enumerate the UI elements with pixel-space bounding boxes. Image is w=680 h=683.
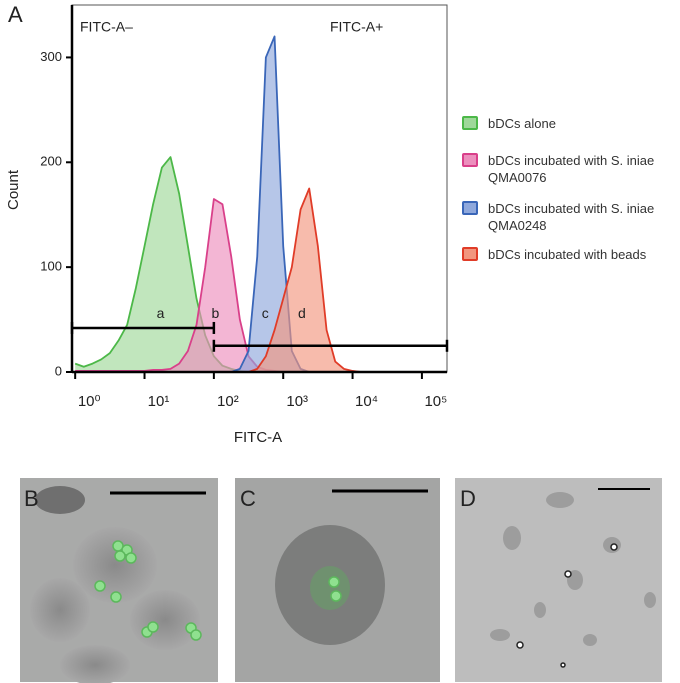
- y-tick-label: 200: [40, 154, 62, 169]
- region-label: b: [211, 305, 219, 321]
- histogram-area: [75, 157, 422, 372]
- annotation: FITC-A–: [80, 19, 133, 35]
- x-tick-label: 10¹: [148, 393, 170, 410]
- legend-entry: bDCs incubated with S. iniae QMA0248: [462, 200, 677, 234]
- micrographs: B C D: [20, 478, 662, 683]
- legend-swatch: [462, 247, 478, 261]
- legend-entry: bDCs incubated with S. iniae QMA0076: [462, 152, 677, 186]
- panel-letter: A: [8, 2, 23, 27]
- gate: [212, 339, 449, 352]
- micrograph-d: [455, 478, 662, 682]
- legend-swatch: [462, 201, 478, 215]
- legend-label: bDCs incubated with beads: [488, 247, 647, 262]
- legend-swatch: [462, 116, 478, 130]
- x-tick-label: 10⁴: [355, 393, 378, 410]
- legend-entry: bDCs incubated with beads: [462, 246, 677, 263]
- y-tick-label: 0: [55, 363, 62, 378]
- micrograph-b: [20, 478, 218, 683]
- x-axis-title: FITC-A: [234, 429, 282, 446]
- y-tick-label: 300: [40, 49, 62, 64]
- legend-entry: bDCs alone: [462, 115, 677, 132]
- legend-label: bDCs incubated with S. iniae QMA0076: [488, 153, 655, 185]
- x-tick-label: 10⁰: [78, 393, 101, 410]
- region-label: a: [157, 305, 165, 321]
- histogram-chart: A FITC-A– FITC-A+ Count FITC-A a b c d 0 100 2…: [5, 2, 449, 446]
- region-label: d: [298, 305, 306, 321]
- x-tick-label: 10⁵: [424, 393, 447, 410]
- y-tick-label: 100: [40, 259, 62, 274]
- micrograph-c: [235, 478, 440, 682]
- annotation: FITC-A+: [330, 19, 383, 35]
- panel-letter: B: [24, 486, 39, 511]
- legend-label: bDCs alone: [488, 116, 556, 131]
- legend-label: bDCs incubated with S. iniae QMA0248: [488, 201, 655, 233]
- legend-swatch: [462, 153, 478, 167]
- panel-letter: C: [240, 486, 256, 511]
- x-tick-label: 10²: [217, 393, 239, 410]
- panel-letter: D: [460, 486, 476, 511]
- region-label: c: [262, 305, 269, 321]
- x-tick-label: 10³: [286, 393, 308, 410]
- y-axis-title: Count: [5, 169, 22, 210]
